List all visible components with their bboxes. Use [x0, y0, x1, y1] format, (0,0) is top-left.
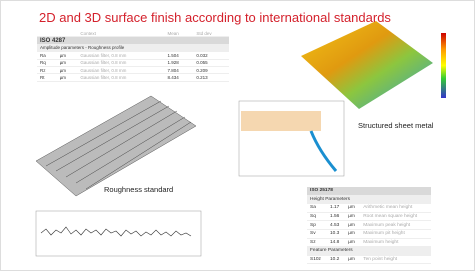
- table-cell: Sz: [307, 238, 327, 247]
- table-row: Amplitude parameters - Roughness profile: [37, 44, 229, 51]
- table-cell: Sa: [307, 204, 327, 213]
- surface-3d: [301, 21, 433, 109]
- slide: 2D and 3D surface finish according to in…: [0, 0, 475, 271]
- table-cell: Gaussian filter, 0.8 mm: [77, 66, 164, 73]
- table-cell: ISO 25178: [307, 187, 431, 195]
- profile-chart: [36, 211, 201, 256]
- table-cell: S10z: [307, 255, 327, 264]
- table-cell: Maximum peak height: [360, 221, 431, 230]
- table-cell: 0.055: [193, 59, 229, 66]
- table-cell: 10.3: [327, 229, 345, 238]
- table-cell: 1.56: [327, 212, 345, 221]
- table-cell: Feature Parameters: [307, 247, 431, 256]
- table-cell: Maximum height: [360, 238, 431, 247]
- caption: Roughness standard: [104, 185, 173, 194]
- table-cell: µm: [345, 229, 360, 238]
- table-cell: µm: [57, 52, 78, 59]
- table-cell: Rq: [37, 59, 57, 66]
- color-bar: [441, 33, 446, 98]
- table-cell: 1.504: [164, 52, 193, 59]
- table-cell: Sp: [307, 221, 327, 230]
- table-cell: Maximum pit height: [360, 229, 431, 238]
- table-row: Height Parameters: [307, 195, 431, 204]
- table-cell: Rt: [37, 74, 57, 81]
- table-cell: 10.2: [327, 255, 345, 264]
- table-cell: 4.53: [327, 221, 345, 230]
- table-row: ISO 4287: [37, 37, 229, 44]
- roughness-3d: [36, 96, 196, 196]
- table-cell: µm: [345, 238, 360, 247]
- table-cell: 7.804: [164, 66, 193, 73]
- table-cell: Ten point height: [360, 255, 431, 264]
- table-cell: µm: [345, 204, 360, 213]
- table-cell: 1.928: [164, 59, 193, 66]
- table-cell: Height Parameters: [307, 195, 431, 204]
- table-cell: Ra: [37, 52, 57, 59]
- table-cell: µm: [57, 59, 78, 66]
- abbott-chart: [239, 101, 344, 176]
- table-cell: µm: [57, 66, 78, 73]
- table-cell: Context: [77, 30, 164, 37]
- table-cell: Std dev: [193, 30, 229, 37]
- table-cell: Root mean square height: [360, 212, 431, 221]
- table-cell: 1.17: [327, 204, 345, 213]
- table-cell: Sv: [307, 229, 327, 238]
- table-cell: Gaussian filter, 0.8 mm: [77, 52, 164, 59]
- table-cell: [37, 30, 77, 37]
- table-cell: Mean: [164, 30, 193, 37]
- table-row: ISO 25178: [307, 187, 431, 195]
- caption: Structured sheet metal: [358, 121, 433, 130]
- table-cell: Arithmetic mean height: [360, 204, 431, 213]
- table-cell: Gaussian filter, 0.8 mm: [77, 74, 164, 81]
- table-cell: 0.213: [193, 74, 229, 81]
- table-cell: 8.434: [164, 74, 193, 81]
- table-cell: µm: [345, 221, 360, 230]
- table-cell: Sq: [307, 212, 327, 221]
- table-cell: µm: [57, 74, 78, 81]
- title: 2D and 3D surface finish according to in…: [39, 10, 391, 25]
- table-cell: 0.209: [193, 66, 229, 73]
- table-cell: µm: [345, 212, 360, 221]
- table-cell: ISO 4287: [37, 37, 229, 44]
- table-cell: Amplitude parameters - Roughness profile: [37, 44, 229, 51]
- table-cell: Gaussian filter, 0.8 mm: [77, 59, 164, 66]
- table-cell: 0.032: [193, 52, 229, 59]
- table-cell: Rz: [37, 66, 57, 73]
- table-cell: 14.8: [327, 238, 345, 247]
- table-row: Feature Parameters: [307, 247, 431, 256]
- table-cell: µm: [345, 255, 360, 264]
